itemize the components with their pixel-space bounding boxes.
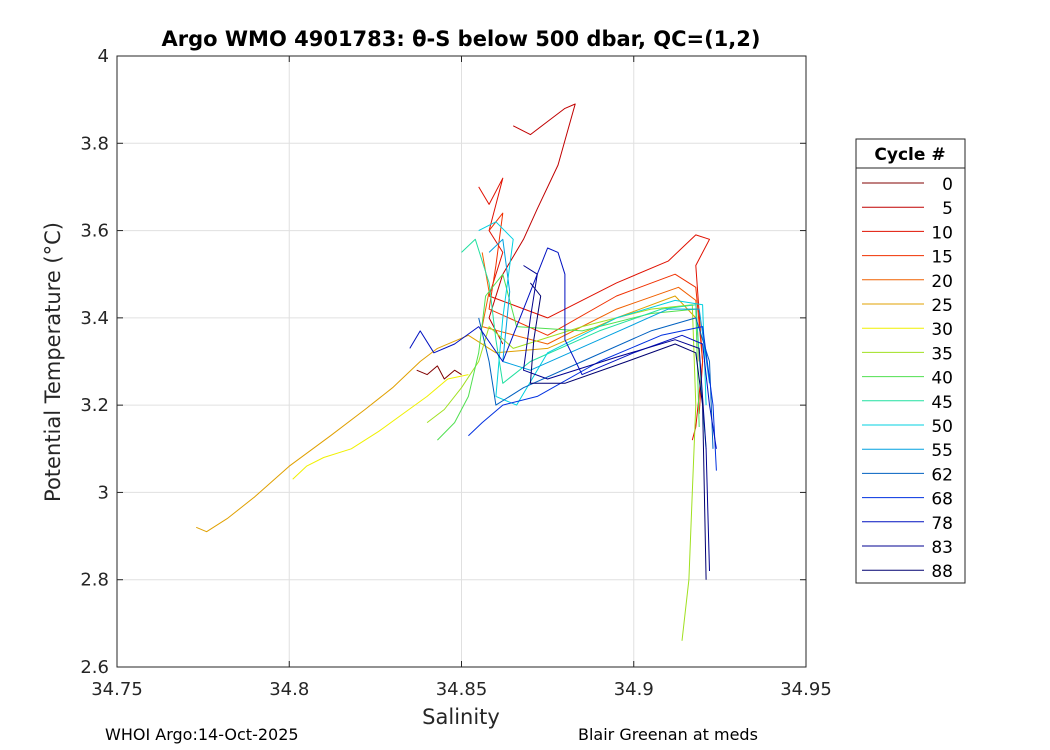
- series-line-cycle-20: [481, 252, 700, 362]
- footer-credit-right: Blair Greenan at meds: [578, 725, 758, 744]
- legend-label-cycle-50: 50: [931, 417, 953, 437]
- series-line-cycle-40: [437, 273, 700, 441]
- y-tick-label: 3.4: [80, 308, 109, 329]
- series-line-cycle-88: [529, 282, 707, 580]
- legend-entries: 0 5 10 15 20 25 30 35 40 45 50 55 62 68 78 83 88: [862, 175, 953, 582]
- y-tick-label: 3.6: [80, 221, 109, 242]
- x-tick-label: 34.8: [269, 679, 309, 700]
- series-line-cycle-62: [478, 317, 714, 449]
- y-axis-label: Potential Temperature (°C): [41, 222, 65, 502]
- legend-label-cycle-68: 68: [931, 490, 953, 510]
- axis-tick-labels: 34.75 34.8 34.85 34.9 34.95 2.6 2.8 3 3.2 3.4 3.6 3…: [80, 46, 831, 700]
- series-line-cycle-50: [478, 221, 707, 406]
- y-tick-label: 2.6: [80, 657, 109, 678]
- x-tick-label: 34.9: [614, 679, 654, 700]
- series-line-cycle-83: [523, 265, 710, 572]
- series-layer: [196, 103, 717, 641]
- y-tick-label: 4: [98, 46, 109, 67]
- legend-label-cycle-83: 83: [931, 538, 953, 558]
- legend-label-cycle-88: 88: [931, 562, 953, 582]
- series-line-cycle-0: [416, 365, 462, 380]
- legend-label-cycle-45: 45: [931, 393, 953, 413]
- x-tick-label: 34.85: [436, 679, 488, 700]
- legend-label-cycle-62: 62: [931, 465, 953, 485]
- series-line-cycle-68: [468, 326, 717, 471]
- legend-label-cycle-55: 55: [931, 441, 953, 461]
- series-line-cycle-15: [488, 212, 704, 414]
- legend-label-cycle-78: 78: [931, 514, 953, 534]
- legend-label-cycle-0: 0: [942, 175, 953, 195]
- series-line-cycle-10: [478, 177, 710, 441]
- y-tick-label: 2.8: [80, 570, 109, 591]
- series-line-cycle-5: [488, 103, 576, 345]
- plot-area-clip: [196, 103, 717, 641]
- y-tick-label: 3.8: [80, 133, 109, 154]
- x-axis-label: Salinity: [422, 705, 500, 729]
- legend-label-cycle-15: 15: [931, 248, 953, 268]
- y-tick-label: 3.2: [80, 395, 109, 416]
- series-line-cycle-55: [488, 238, 710, 384]
- legend-title: Cycle #: [874, 145, 945, 165]
- series-line-cycle-45: [461, 238, 707, 449]
- legend: Cycle # 0 5 10 15 20 25 30 35 40 45 50 55 62 68 78 83 88: [855, 138, 966, 584]
- legend-label-cycle-40: 40: [931, 369, 953, 389]
- y-tick-label: 3: [98, 482, 109, 503]
- series-line-cycle-35: [426, 304, 697, 641]
- series-line-cycle-30: [292, 374, 469, 480]
- legend-label-cycle-35: 35: [931, 344, 953, 364]
- legend-label-cycle-20: 20: [931, 272, 953, 292]
- legend-label-cycle-10: 10: [931, 223, 953, 243]
- legend-label-cycle-30: 30: [931, 320, 953, 340]
- footer-credit-left: WHOI Argo:14-Oct-2025: [105, 725, 299, 744]
- x-tick-label: 34.95: [780, 679, 832, 700]
- legend-box: [855, 138, 966, 584]
- x-tick-label: 34.75: [91, 679, 143, 700]
- series-line-cycle-25: [196, 295, 697, 533]
- legend-label-cycle-25: 25: [931, 296, 953, 316]
- series-line-cycle-78: [409, 247, 717, 449]
- legend-label-cycle-5: 5: [942, 199, 953, 219]
- axis-ticks: [116, 55, 807, 668]
- chart-title: Argo WMO 4901783: θ-S below 500 dbar, QC…: [162, 27, 761, 51]
